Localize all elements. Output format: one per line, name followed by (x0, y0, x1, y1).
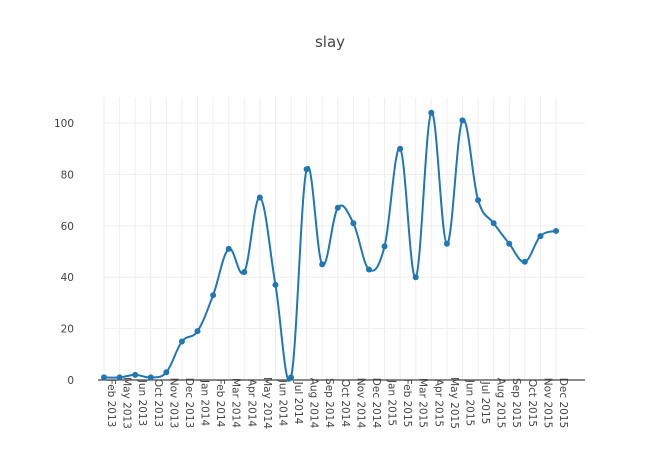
x-tick-label: Dec 2014 (370, 378, 382, 429)
chart-title: slay (315, 33, 345, 51)
data-point[interactable] (288, 374, 295, 381)
x-tick-label: Feb 2013 (105, 379, 117, 428)
data-point[interactable] (132, 371, 139, 378)
x-tick-label: Oct 2014 (339, 379, 351, 428)
x-tick-label: Nov 2014 (354, 378, 366, 429)
data-point[interactable] (194, 328, 201, 335)
x-tick-label: Jun 2013 (136, 379, 148, 426)
x-tick-label: Dec 2013 (183, 378, 195, 428)
data-point[interactable] (241, 269, 248, 276)
y-axis: 0 20 40 60 80 100 (54, 118, 74, 387)
data-point[interactable] (459, 117, 466, 124)
data-point[interactable] (428, 109, 435, 116)
data-point[interactable] (178, 338, 185, 345)
x-tick-label: Mar 2014 (230, 378, 242, 428)
x-axis: Feb 2013 May 2013 Jun 2013 Oct 2013 Nov 2013… (105, 377, 569, 429)
x-tick-label: Jul 2015 (479, 381, 491, 425)
x-tick-label: May 2013 (121, 377, 133, 429)
data-point[interactable] (147, 374, 154, 381)
x-tick-label: Oct 2015 (526, 379, 538, 427)
data-point[interactable] (506, 240, 513, 247)
x-tick-label: Apr 2014 (245, 379, 257, 428)
y-tick-label: 100 (54, 118, 74, 130)
data-point[interactable] (443, 240, 450, 247)
data-point[interactable] (256, 194, 263, 201)
x-tick-label: Aug 2015 (495, 378, 507, 429)
x-tick-label: Jun 2014 (276, 379, 288, 427)
series-line (103, 111, 557, 382)
data-point[interactable] (350, 220, 357, 227)
data-point[interactable] (210, 292, 217, 299)
data-point[interactable] (537, 233, 544, 240)
y-tick-label: 40 (61, 272, 74, 284)
x-tick-label: Aug 2014 (308, 378, 320, 429)
x-tick-label: Feb 2015 (401, 379, 413, 428)
y-tick-label: 20 (61, 324, 74, 336)
data-point[interactable] (272, 281, 279, 288)
series-layer (101, 109, 559, 382)
data-point[interactable] (553, 227, 559, 234)
x-tick-label: Sep 2015 (510, 378, 522, 428)
y-tick-label: 80 (61, 169, 74, 181)
x-tick-label: Feb 2014 (214, 379, 226, 428)
x-tick-label: Dec 2015 (557, 378, 569, 428)
x-tick-label: Nov 2015 (541, 378, 553, 429)
x-tick-label: Jan 2014 (199, 379, 211, 427)
data-point[interactable] (225, 245, 232, 252)
data-point[interactable] (334, 204, 341, 211)
data-point[interactable] (412, 274, 419, 281)
data-point[interactable] (303, 166, 310, 173)
x-tick-label: Mar 2015 (417, 378, 429, 428)
data-point[interactable] (521, 258, 528, 265)
x-tick-label: May 2014 (261, 377, 273, 429)
y-tick-label: 60 (61, 221, 74, 233)
x-tick-label: Sep 2014 (323, 378, 335, 428)
x-tick-label: May 2015 (448, 377, 460, 429)
data-point[interactable] (490, 220, 497, 227)
x-tick-label: Apr 2015 (432, 379, 444, 427)
x-tick-label: Jul 2014 (292, 381, 304, 425)
data-point[interactable] (381, 243, 388, 250)
data-point[interactable] (397, 145, 404, 152)
data-point[interactable] (116, 374, 123, 381)
data-point[interactable] (365, 266, 372, 273)
data-point[interactable] (101, 374, 107, 381)
data-point[interactable] (475, 197, 482, 204)
x-tick-label: Nov 2013 (167, 378, 179, 429)
x-tick-label: Jun 2015 (463, 379, 475, 426)
y-tick-label: 0 (67, 375, 74, 387)
grid-layer (98, 97, 585, 381)
data-point[interactable] (163, 369, 170, 376)
x-tick-label: Jan 2015 (386, 379, 398, 426)
data-point[interactable] (319, 261, 326, 268)
x-tick-label: Oct 2013 (152, 379, 164, 427)
